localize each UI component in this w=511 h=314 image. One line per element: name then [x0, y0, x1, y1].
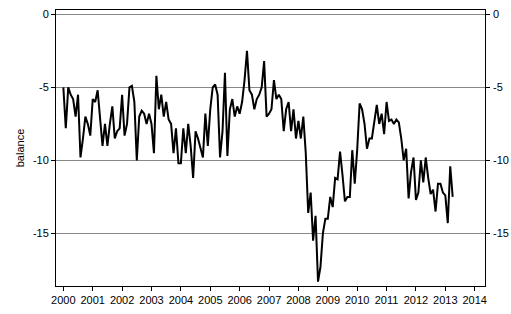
svg-text:-5: -5: [493, 81, 503, 93]
svg-text:2008: 2008: [286, 294, 310, 306]
svg-text:balance: balance: [14, 129, 26, 168]
svg-text:2007: 2007: [257, 294, 281, 306]
svg-text:-10: -10: [493, 154, 509, 166]
svg-text:2004: 2004: [169, 294, 193, 306]
svg-text:2009: 2009: [316, 294, 340, 306]
svg-text:2005: 2005: [198, 294, 222, 306]
svg-text:2002: 2002: [110, 294, 134, 306]
svg-text:2010: 2010: [345, 294, 369, 306]
svg-text:-5: -5: [39, 81, 49, 93]
svg-text:0: 0: [493, 8, 499, 20]
svg-text:2012: 2012: [404, 294, 428, 306]
svg-text:-15: -15: [33, 227, 49, 239]
svg-text:2003: 2003: [139, 294, 163, 306]
svg-text:2006: 2006: [227, 294, 251, 306]
svg-text:-10: -10: [33, 154, 49, 166]
svg-text:2013: 2013: [433, 294, 457, 306]
svg-text:0: 0: [43, 8, 49, 20]
svg-text:2011: 2011: [375, 294, 399, 306]
svg-text:-15: -15: [493, 227, 509, 239]
svg-text:2001: 2001: [80, 294, 104, 306]
svg-text:2014: 2014: [462, 294, 486, 306]
svg-text:2000: 2000: [51, 294, 75, 306]
